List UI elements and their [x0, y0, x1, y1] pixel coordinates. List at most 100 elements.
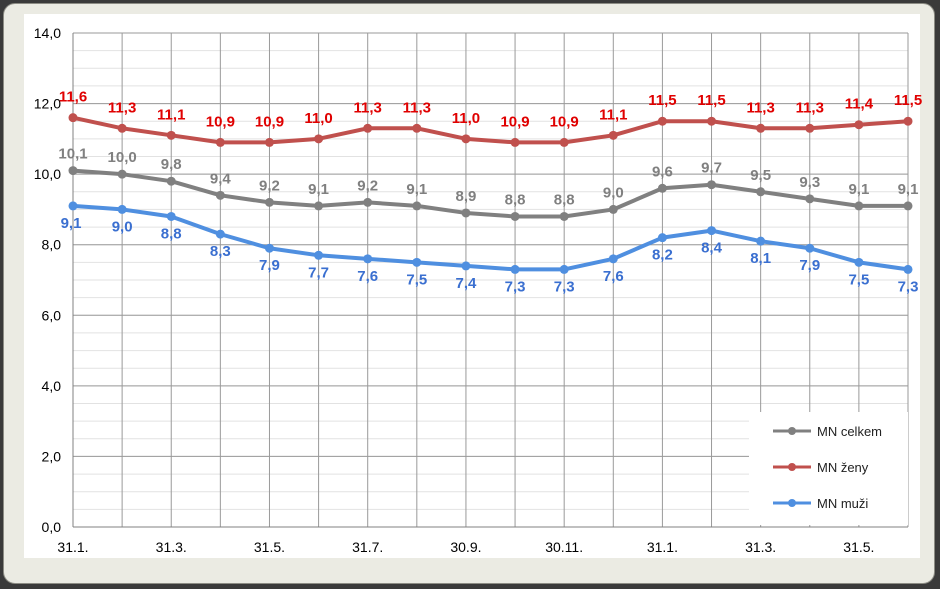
data-label: 9,1	[898, 181, 919, 198]
data-label: 7,5	[406, 271, 427, 288]
data-label: 7,4	[456, 275, 478, 292]
data-point	[756, 187, 766, 197]
data-label: 11,1	[599, 106, 627, 123]
data-point	[117, 123, 127, 133]
data-label: 11,5	[894, 92, 922, 109]
data-point	[756, 236, 766, 246]
legend-label: MN celkem	[817, 424, 882, 439]
data-point	[461, 208, 471, 218]
data-point	[166, 130, 176, 140]
y-tick-label: 6,0	[42, 307, 62, 323]
data-label: 9,1	[406, 181, 427, 198]
data-label: 9,5	[750, 167, 771, 184]
data-label: 8,8	[554, 191, 575, 208]
data-label: 7,3	[554, 278, 575, 295]
x-tick-label: 31.3.	[745, 539, 776, 555]
x-tick-label: 31.3.	[156, 539, 187, 555]
data-point	[314, 250, 324, 260]
x-tick-label: 30.9.	[450, 539, 481, 555]
x-tick-label: 31.1.	[57, 539, 88, 555]
data-point	[854, 257, 864, 267]
legend: MN celkem MN ženy MN muži	[749, 412, 908, 525]
x-tick-label: 30.11.	[545, 539, 583, 555]
data-label: 11,3	[108, 99, 136, 116]
data-label: 8,1	[750, 250, 771, 267]
data-point	[363, 197, 373, 207]
data-point	[264, 243, 274, 253]
data-point	[117, 204, 127, 214]
data-point	[903, 264, 913, 274]
data-label: 11,3	[403, 99, 431, 116]
data-point	[510, 137, 520, 147]
data-point	[215, 137, 225, 147]
y-tick-label: 0,0	[42, 519, 62, 535]
data-label: 10,9	[550, 113, 579, 130]
data-label: 7,6	[603, 268, 624, 285]
legend-label: MN muži	[817, 496, 868, 511]
data-label: 8,4	[701, 240, 723, 257]
data-point	[215, 190, 225, 200]
series-line	[72, 203, 909, 272]
data-labels: 10,1 10,0 9,8 9,4 9,2 9,1 9,2 9,1 8,9 8,8 8,8 9,0 9,…	[58, 89, 922, 296]
data-point	[854, 201, 864, 211]
data-point	[903, 201, 913, 211]
data-point	[559, 137, 569, 147]
y-tick-label: 14,0	[34, 25, 61, 41]
x-tick-label: 31.5.	[254, 539, 285, 555]
data-point	[117, 169, 127, 179]
series-line	[72, 168, 908, 219]
data-point	[412, 123, 422, 133]
data-point	[264, 137, 274, 147]
data-point	[264, 197, 274, 207]
data-label: 9,0	[112, 218, 133, 235]
data-label: 10,0	[108, 149, 137, 166]
data-point	[707, 226, 717, 236]
data-point	[215, 229, 225, 239]
data-point	[314, 134, 324, 144]
data-label: 7,9	[259, 257, 280, 274]
data-label: 9,0	[603, 184, 624, 201]
data-point	[657, 183, 667, 193]
data-point	[166, 211, 176, 221]
legend-marker	[788, 427, 796, 435]
y-tick-label: 12,0	[34, 96, 61, 112]
data-point	[461, 134, 471, 144]
data-point	[559, 211, 569, 221]
data-label: 7,7	[308, 264, 329, 281]
data-label: 7,5	[848, 271, 869, 288]
data-label: 11,3	[354, 99, 382, 116]
data-point	[68, 166, 78, 176]
legend-marker	[788, 499, 796, 507]
data-point	[854, 120, 864, 130]
data-label: 11,5	[697, 92, 725, 109]
data-label: 8,3	[210, 243, 231, 260]
data-label: 11,3	[746, 99, 774, 116]
data-label: 9,1	[848, 181, 869, 198]
data-label: 8,2	[652, 247, 673, 264]
data-point	[608, 130, 618, 140]
data-label: 10,9	[206, 113, 235, 130]
data-point	[707, 180, 717, 190]
data-label: 9,2	[259, 177, 280, 194]
data-point	[805, 243, 815, 253]
legend-label: MN ženy	[817, 460, 869, 475]
data-point	[461, 261, 471, 271]
data-label: 8,8	[161, 225, 182, 242]
data-point	[510, 211, 520, 221]
data-label: 9,7	[701, 160, 722, 177]
data-point	[412, 201, 422, 211]
data-label: 11,6	[59, 89, 87, 106]
data-point	[756, 123, 766, 133]
data-label: 10,9	[500, 113, 529, 130]
data-point	[608, 204, 618, 214]
data-label: 8,8	[505, 191, 526, 208]
data-point	[805, 194, 815, 204]
y-tick-label: 10,0	[34, 166, 61, 182]
data-label: 10,9	[255, 113, 284, 130]
data-label: 9,3	[799, 174, 820, 191]
data-label: 10,1	[58, 146, 87, 163]
data-point	[657, 233, 667, 243]
data-label: 9,1	[308, 181, 329, 198]
data-point	[363, 123, 373, 133]
data-label: 7,3	[505, 278, 526, 295]
